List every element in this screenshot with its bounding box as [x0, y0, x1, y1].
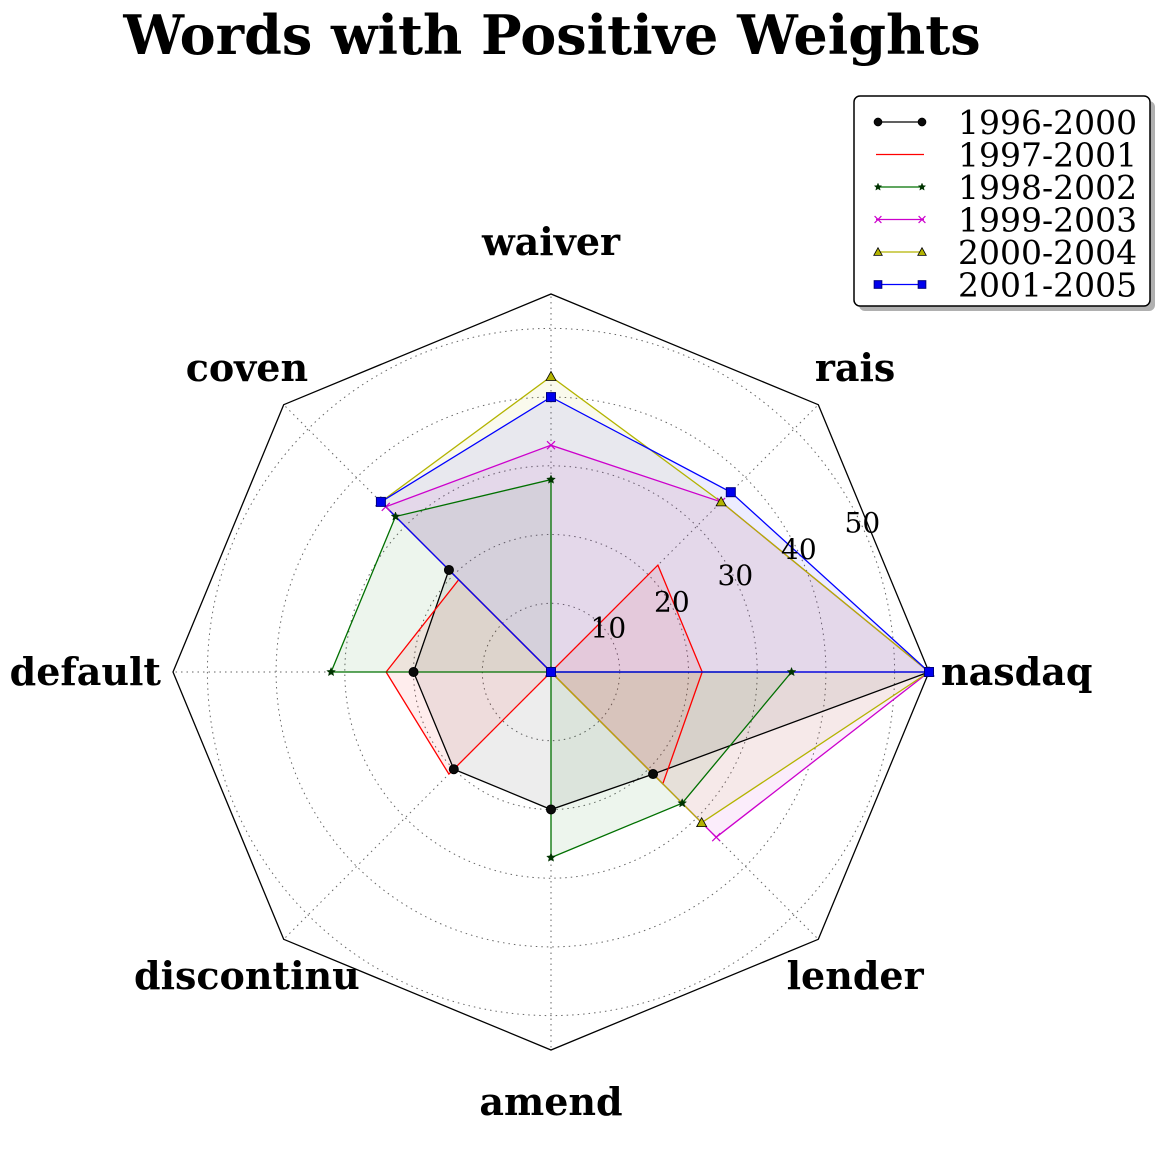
series-fill-2001-2005	[380, 397, 929, 672]
data-point-1998-2002-lender	[677, 798, 688, 808]
series-fill-1997-2001	[386, 565, 703, 784]
series-fills	[331, 376, 929, 858]
legend-marker-2000-2004	[873, 246, 883, 256]
legend-marker-1996-2000	[917, 117, 927, 127]
series-fill-1996-2000	[413, 569, 929, 810]
legend-label-1997-2001: 1997-2001	[958, 136, 1137, 175]
radial-tick-label: 10	[591, 612, 627, 645]
outer-frame	[172, 293, 930, 1051]
series-line-2001-2005	[379, 396, 931, 673]
data-point-1996-2000-amend	[546, 804, 556, 815]
radial-tick-label: 40	[781, 533, 817, 566]
data-point-1998-2002-coven	[390, 511, 401, 521]
category-labels: nasdaq rais waiver coven default discontinu am…	[10, 219, 1093, 1124]
legend-marker-1996-2000	[873, 117, 883, 127]
data-point-2001-2005-rais	[725, 487, 736, 498]
legend-marker-1998-2002	[873, 182, 883, 191]
legend-label-2000-2004: 2000-2004	[958, 233, 1137, 272]
data-point-1998-2002-waiver	[546, 474, 556, 484]
data-point-1998-2002-amend	[546, 852, 556, 862]
legend-marker-2001-2005	[873, 280, 883, 289]
data-point-2000-2004-rais	[715, 496, 727, 507]
category-label-amend: amend	[479, 1079, 622, 1124]
data-point-1996-2000-default	[408, 667, 419, 677]
category-label-lender: lender	[787, 953, 925, 998]
radial-tick-label: 30	[718, 559, 754, 592]
legend-box	[853, 95, 1151, 307]
legend: 1996-20001997-20011998-20021999-20032000…	[853, 95, 1155, 311]
legend-marker-2000-2004	[917, 246, 927, 256]
data-point-2000-2004-lender	[695, 816, 708, 828]
legend-label-1998-2002: 1998-2002	[958, 168, 1137, 207]
legend-label-2001-2005: 2001-2005	[958, 266, 1137, 305]
data-point-1998-2002-nasdaq	[786, 666, 797, 677]
category-label-coven: coven	[186, 345, 308, 390]
data-point-2001-2005-coven	[375, 496, 386, 507]
data-point-1999-2003-waiver	[546, 440, 556, 450]
data-point-1998-2002-default	[326, 666, 337, 677]
category-label-waiver: waiver	[481, 219, 621, 264]
category-label-rais: rais	[815, 345, 895, 390]
data-point-1996-2000-discontinu	[448, 764, 459, 775]
chart-title: Words with Positive Weights	[122, 3, 980, 67]
data-point-2000-2004-waiver	[545, 370, 557, 381]
data-point-1996-2000-lender	[648, 769, 659, 780]
legend-marker-2001-2005	[917, 280, 927, 289]
radial-tick-label: 50	[845, 507, 881, 540]
data-point-2001-2005-waiver	[546, 392, 556, 403]
legend-marker-1998-2002	[917, 182, 927, 191]
category-label-default: default	[10, 649, 162, 694]
category-label-nasdaq: nasdaq	[941, 649, 1092, 694]
radial-tick-labels: 10 20 30 40 50	[591, 507, 881, 645]
category-label-discontinu: discontinu	[134, 953, 360, 998]
legend-label-1996-2000: 1996-2000	[958, 103, 1137, 142]
series-fill-1999-2003	[385, 445, 929, 838]
radial-tick-label: 20	[654, 585, 690, 618]
legend-marker-1999-2003	[874, 215, 882, 224]
chart-frame	[172, 293, 930, 1051]
data-point-1996-2000-coven	[443, 564, 454, 575]
legend-label-1999-2003: 1999-2003	[958, 201, 1137, 240]
legend-marker-1999-2003	[918, 215, 926, 224]
series-markers	[326, 370, 935, 862]
data-point-1999-2003-lender	[711, 832, 721, 842]
data-point-2001-2005-lender	[546, 667, 556, 677]
data-point-2001-2005-nasdaq	[924, 667, 934, 677]
